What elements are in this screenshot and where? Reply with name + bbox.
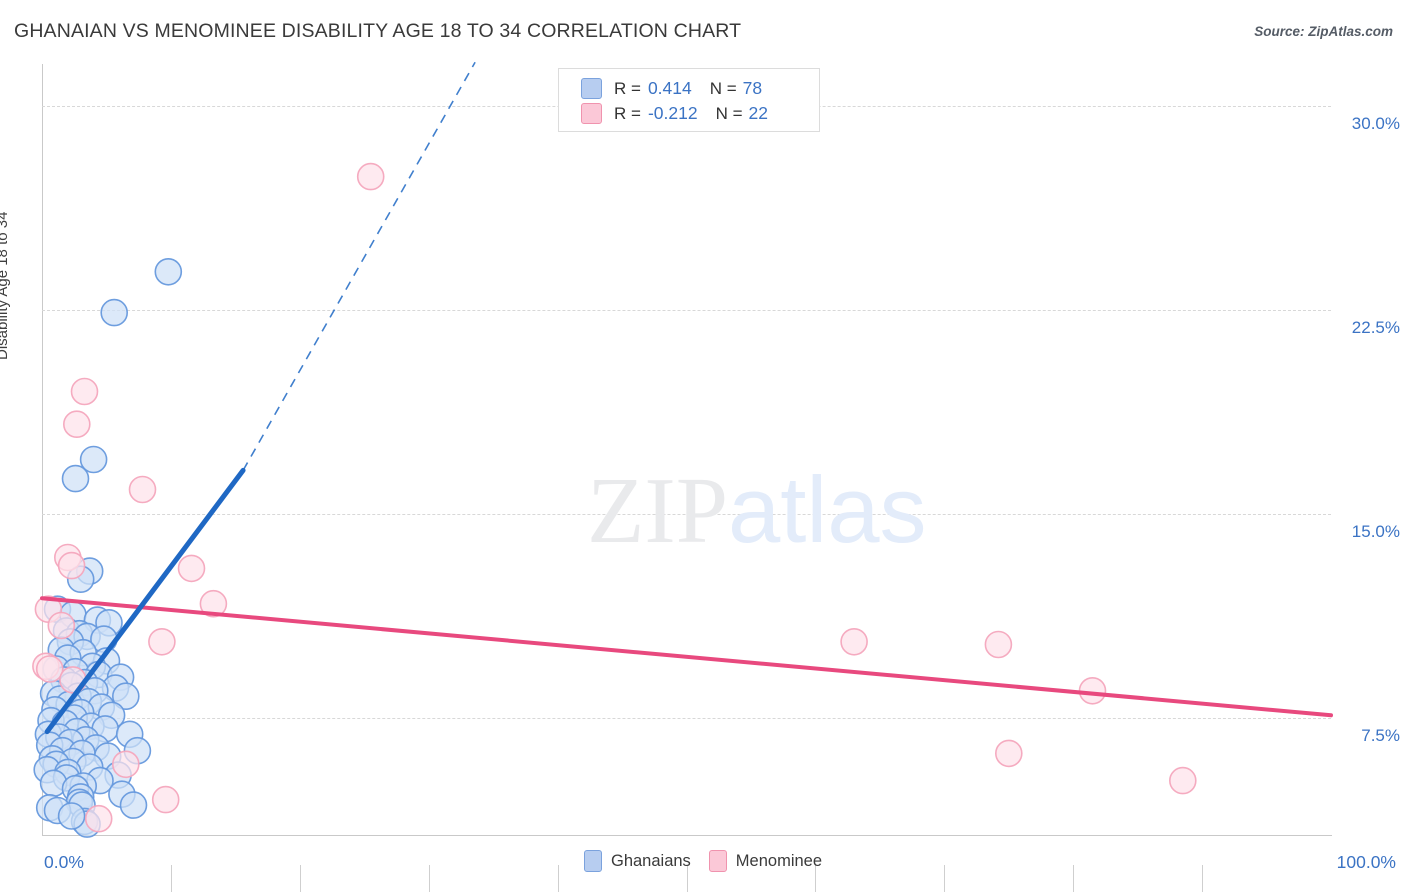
y-axis-label-3: 7.5% [1361, 726, 1400, 745]
legend-color-menominee [708, 850, 727, 872]
data-point[interactable] [119, 791, 148, 819]
correlation-row-menominee: R = -0.212 N = 22 [581, 101, 819, 126]
scatter-plot-canvas [32, 61, 1333, 838]
legend-swatch-ghanaians [581, 78, 602, 99]
data-point[interactable] [128, 475, 157, 504]
r-label-menominee: R = [614, 103, 641, 123]
x-axis-max-label: 100.0% [1336, 852, 1396, 872]
y-axis-title: Disability Age 18 to 34 [0, 211, 11, 360]
x-tick-4 [557, 865, 559, 892]
data-point[interactable] [199, 589, 228, 618]
legend-item-menominee[interactable]: Menominee [708, 850, 823, 872]
data-point[interactable] [1169, 766, 1197, 795]
series-legend: Ghanaians Menominee [0, 850, 1406, 872]
data-point[interactable] [984, 630, 1013, 659]
legend-label-ghanaians: Ghanaians [610, 851, 691, 870]
page-title: GHANAIAN VS MENOMINEE DISABILITY AGE 18 … [14, 20, 742, 42]
data-point[interactable] [57, 551, 86, 580]
legend-swatch-menominee [581, 103, 602, 124]
data-point[interactable] [47, 611, 76, 640]
trend-line-ghanaians [44, 467, 246, 735]
legend-label-menominee: Menominee [735, 851, 823, 870]
correlation-legend: R = 0.414 N = 78 R = -0.212 N = 22 [558, 68, 820, 132]
x-tick-7 [944, 865, 946, 892]
correlation-row-ghanaians: R = 0.414 N = 78 [581, 76, 819, 101]
y-axis-label-0: 30.0% [1351, 113, 1400, 133]
data-point[interactable] [112, 682, 140, 711]
r-label-ghanaians: R = [614, 78, 641, 98]
gridline-22-5 [42, 309, 1331, 311]
n-label-menominee: N = [715, 103, 743, 123]
data-point[interactable] [356, 162, 385, 191]
data-point[interactable] [840, 627, 868, 656]
n-label-ghanaians: N = [709, 78, 737, 98]
source-attribution: Source: ZipAtlas.com [1254, 24, 1393, 39]
n-value-menominee: 22 [748, 103, 768, 123]
gridline-15 [42, 513, 1331, 515]
x-axis-min-label: 0.0% [44, 852, 84, 872]
x-tick-5 [686, 865, 688, 892]
x-tick-9 [1202, 865, 1204, 892]
data-point[interactable] [62, 410, 91, 439]
x-tick-8 [1073, 865, 1075, 892]
n-value-ghanaians: 78 [742, 78, 763, 98]
data-point[interactable] [1078, 676, 1107, 705]
data-point[interactable] [61, 464, 90, 493]
r-value-ghanaians: 0.414 [647, 78, 692, 98]
trend-line-menominee [40, 596, 1333, 718]
data-point[interactable] [70, 377, 99, 406]
data-point[interactable] [154, 258, 183, 286]
x-tick-6 [815, 865, 817, 892]
y-axis-label-2: 15.0% [1351, 521, 1400, 541]
data-point[interactable] [79, 445, 108, 474]
data-point[interactable] [35, 655, 64, 683]
x-tick-2 [299, 865, 301, 892]
y-axis-line [42, 64, 43, 836]
y-axis-label-1: 22.5% [1351, 317, 1400, 337]
data-point[interactable] [84, 804, 113, 833]
data-point[interactable] [177, 554, 206, 583]
data-point[interactable] [100, 298, 128, 327]
x-tick-3 [428, 865, 430, 892]
data-point[interactable] [151, 785, 180, 814]
data-point[interactable] [994, 739, 1023, 768]
trend-line-ghanaians-extrapolated [242, 61, 476, 471]
x-axis-line [42, 835, 1332, 836]
x-tick-1 [170, 865, 172, 892]
r-value-menominee: -0.212 [647, 103, 698, 123]
legend-color-ghanaians [583, 850, 602, 872]
plot-area: ZIPatlas [32, 61, 1333, 892]
series-ghanaians [33, 258, 183, 838]
legend-item-ghanaians[interactable]: Ghanaians [583, 850, 691, 872]
series-menominee [32, 162, 1197, 833]
data-point[interactable] [57, 802, 86, 830]
data-point[interactable] [112, 750, 140, 779]
gridline-7-5 [42, 718, 1331, 719]
data-point[interactable] [148, 627, 176, 656]
